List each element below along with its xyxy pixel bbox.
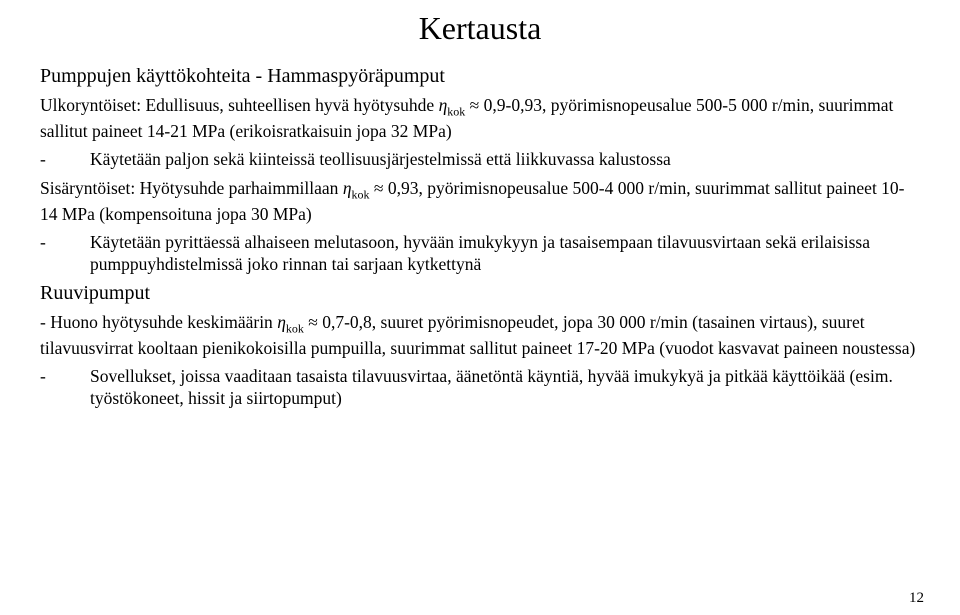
dash-marker: - — [40, 231, 90, 276]
eta-sub: kok — [286, 321, 304, 335]
sisa-prefix: Sisäryntöiset: Hyötysuhde parhaimmillaan — [40, 178, 343, 198]
eta-sub: kok — [352, 187, 370, 201]
sisa-dash-line: - Käytetään pyrittäessä alhaiseen meluta… — [40, 231, 920, 276]
eta-symbol: η — [343, 178, 352, 198]
sisa-paragraph: Sisäryntöiset: Hyötysuhde parhaimmillaan… — [40, 177, 920, 225]
ulko-dash-content: Käytetään paljon sekä kiinteissä teollis… — [90, 148, 920, 170]
eta-sub: kok — [447, 105, 465, 119]
page-title: Kertausta — [40, 10, 920, 47]
ulko-dash-line: - Käytetään paljon sekä kiinteissä teoll… — [40, 148, 920, 170]
page-number: 12 — [909, 590, 924, 607]
ulko-prefix: Ulkoryntöiset: Edullisuus, suhteellisen … — [40, 95, 439, 115]
ulko-paragraph: Ulkoryntöiset: Edullisuus, suhteellisen … — [40, 94, 920, 142]
ruuvi-prefix: - Huono hyötysuhde keskimäärin — [40, 312, 277, 332]
section-heading-1: Pumppujen käyttökohteita - Hammaspyöräpu… — [40, 65, 920, 88]
dash-marker: - — [40, 148, 90, 170]
document-page: Kertausta Pumppujen käyttökohteita - Ham… — [0, 0, 960, 615]
eta-symbol: η — [277, 312, 286, 332]
section-heading-2: Ruuvipumput — [40, 282, 920, 305]
ruuvi-line1: - Huono hyötysuhde keskimäärin ηkok ≈ 0,… — [40, 311, 920, 359]
ruuvi-dash-content: Sovellukset, joissa vaaditaan tasaista t… — [90, 365, 920, 410]
ruuvi-dash-line: - Sovellukset, joissa vaaditaan tasaista… — [40, 365, 920, 410]
sisa-dash-content: Käytetään pyrittäessä alhaiseen melutaso… — [90, 231, 920, 276]
eta-symbol: η — [439, 95, 448, 115]
dash-marker: - — [40, 365, 90, 410]
